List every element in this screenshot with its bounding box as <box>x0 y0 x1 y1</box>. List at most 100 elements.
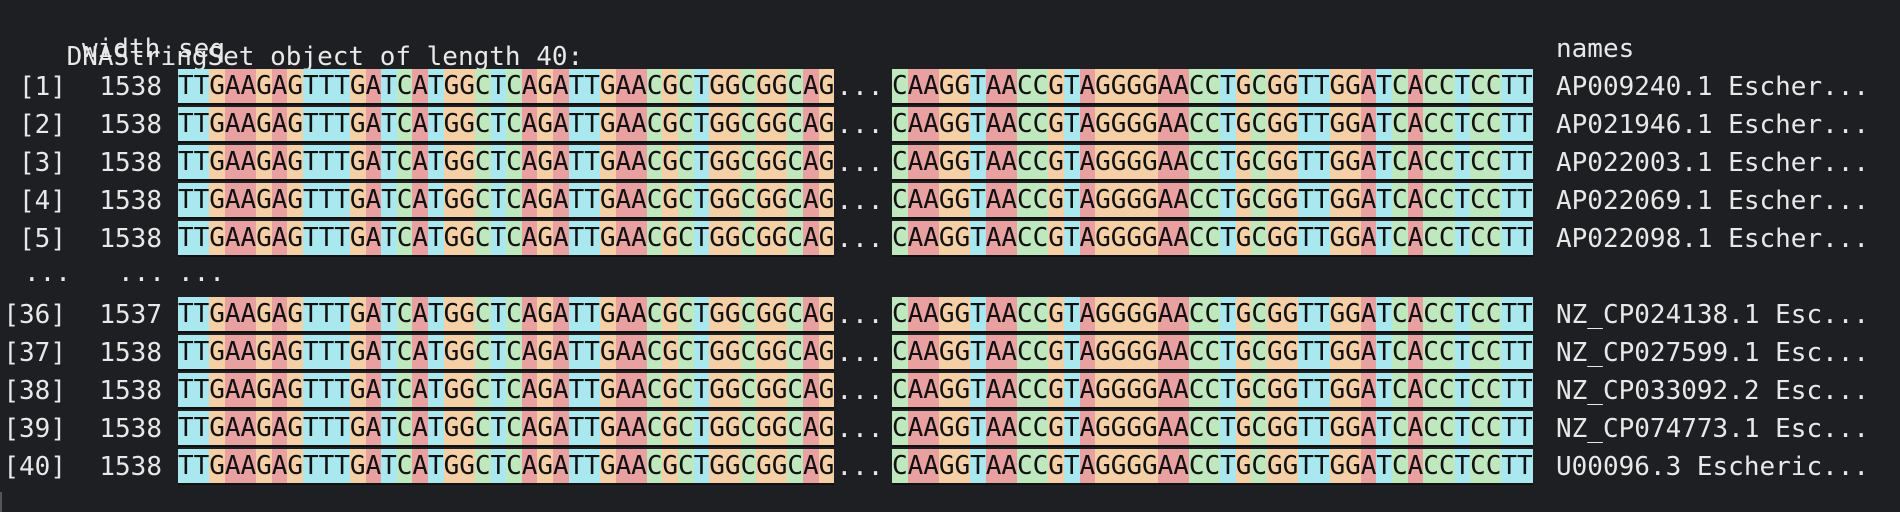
base-A: A <box>631 69 647 103</box>
base-C: C <box>1032 69 1049 103</box>
base-G: G <box>256 297 272 331</box>
base-G: G <box>287 411 304 445</box>
base-T: T <box>1517 183 1533 217</box>
base-A: A <box>615 297 632 331</box>
base-G: G <box>1345 69 1361 103</box>
base-A: A <box>1079 69 1096 103</box>
base-T: T <box>428 449 444 483</box>
base-T: T <box>490 335 507 369</box>
base-A: A <box>1407 145 1424 179</box>
base-G: G <box>1142 449 1158 483</box>
base-A: A <box>271 69 288 103</box>
base-G: G <box>459 411 475 445</box>
base-T: T <box>178 411 194 445</box>
base-G: G <box>1142 373 1158 407</box>
sequence-ellipsis: ... <box>836 72 884 102</box>
base-A: A <box>553 145 569 179</box>
base-G: G <box>349 373 366 407</box>
base-C: C <box>1251 411 1268 445</box>
base-C: C <box>1017 449 1033 483</box>
base-T: T <box>693 373 710 407</box>
base-T: T <box>1501 449 1518 483</box>
base-A: A <box>1157 297 1174 331</box>
base-C: C <box>678 107 694 141</box>
base-T: T <box>568 411 585 445</box>
base-C: C <box>1485 221 1502 255</box>
row-name: AP022069.1 Escher... <box>1556 186 1870 216</box>
base-A: A <box>521 183 538 217</box>
base-T: T <box>1501 145 1518 179</box>
base-T: T <box>334 145 350 179</box>
base-G: G <box>938 297 955 331</box>
row-index: [37] <box>3 338 66 368</box>
row-width: 1538 <box>99 186 162 216</box>
base-C: C <box>1017 335 1033 369</box>
base-G: G <box>709 107 725 141</box>
base-A: A <box>631 145 647 179</box>
base-G: G <box>662 69 679 103</box>
base-T: T <box>970 221 986 255</box>
base-C: C <box>646 145 663 179</box>
base-C: C <box>1392 107 1408 141</box>
base-G: G <box>1345 297 1361 331</box>
base-A: A <box>985 297 1002 331</box>
base-C: C <box>1423 373 1439 407</box>
base-G: G <box>756 335 772 369</box>
base-G: G <box>209 107 225 141</box>
base-C: C <box>678 411 694 445</box>
base-G: G <box>954 373 971 407</box>
base-C: C <box>396 335 413 369</box>
sequence-ellipsis: ... <box>836 224 884 254</box>
base-G: G <box>443 335 460 369</box>
base-A: A <box>240 297 257 331</box>
base-G: G <box>443 373 460 407</box>
sequence-ellipsis: ... <box>836 376 884 406</box>
base-T: T <box>490 107 507 141</box>
base-A: A <box>907 107 924 141</box>
base-T: T <box>381 107 397 141</box>
base-T: T <box>1220 221 1236 255</box>
base-A: A <box>803 449 819 483</box>
base-G: G <box>209 145 225 179</box>
base-G: G <box>756 145 772 179</box>
base-T: T <box>693 449 710 483</box>
base-T: T <box>1313 411 1330 445</box>
sequence-row: [5] 1538 T T G A A G A G T T T G A T C A T G G C T C A G A T T G A A C G C… <box>0 220 1900 258</box>
base-G: G <box>771 373 788 407</box>
base-T: T <box>584 449 600 483</box>
base-A: A <box>553 449 569 483</box>
base-G: G <box>459 221 475 255</box>
base-A: A <box>1407 69 1424 103</box>
base-T: T <box>318 335 335 369</box>
base-C: C <box>1032 335 1049 369</box>
base-C: C <box>678 335 694 369</box>
base-T: T <box>1376 221 1393 255</box>
base-A: A <box>1360 297 1377 331</box>
base-A: A <box>271 335 288 369</box>
base-T: T <box>1313 335 1330 369</box>
base-G: G <box>443 69 460 103</box>
row-index: [39] <box>3 414 66 444</box>
base-G: G <box>349 183 366 217</box>
base-C: C <box>1438 373 1455 407</box>
base-C: C <box>1470 183 1486 217</box>
base-A: A <box>1173 297 1189 331</box>
sequence-row: [1] 1538 T T G A A G A G T T T G A T C A T G G C T C A G A T T G A A C G C… <box>0 68 1900 106</box>
base-G: G <box>459 449 475 483</box>
base-G: G <box>954 335 971 369</box>
base-G: G <box>954 449 971 483</box>
base-T: T <box>193 145 210 179</box>
base-C: C <box>396 449 413 483</box>
base-C: C <box>506 335 522 369</box>
base-C: C <box>474 107 491 141</box>
base-C: C <box>1251 297 1268 331</box>
base-A: A <box>1173 145 1189 179</box>
sequence-row: [38] 1538 T T G A A G A G T T T G A T C A T G G C T C A G A T T G A A C G… <box>0 372 1900 410</box>
base-A: A <box>615 411 632 445</box>
base-A: A <box>1079 297 1096 331</box>
base-A: A <box>553 183 569 217</box>
base-T: T <box>568 297 585 331</box>
